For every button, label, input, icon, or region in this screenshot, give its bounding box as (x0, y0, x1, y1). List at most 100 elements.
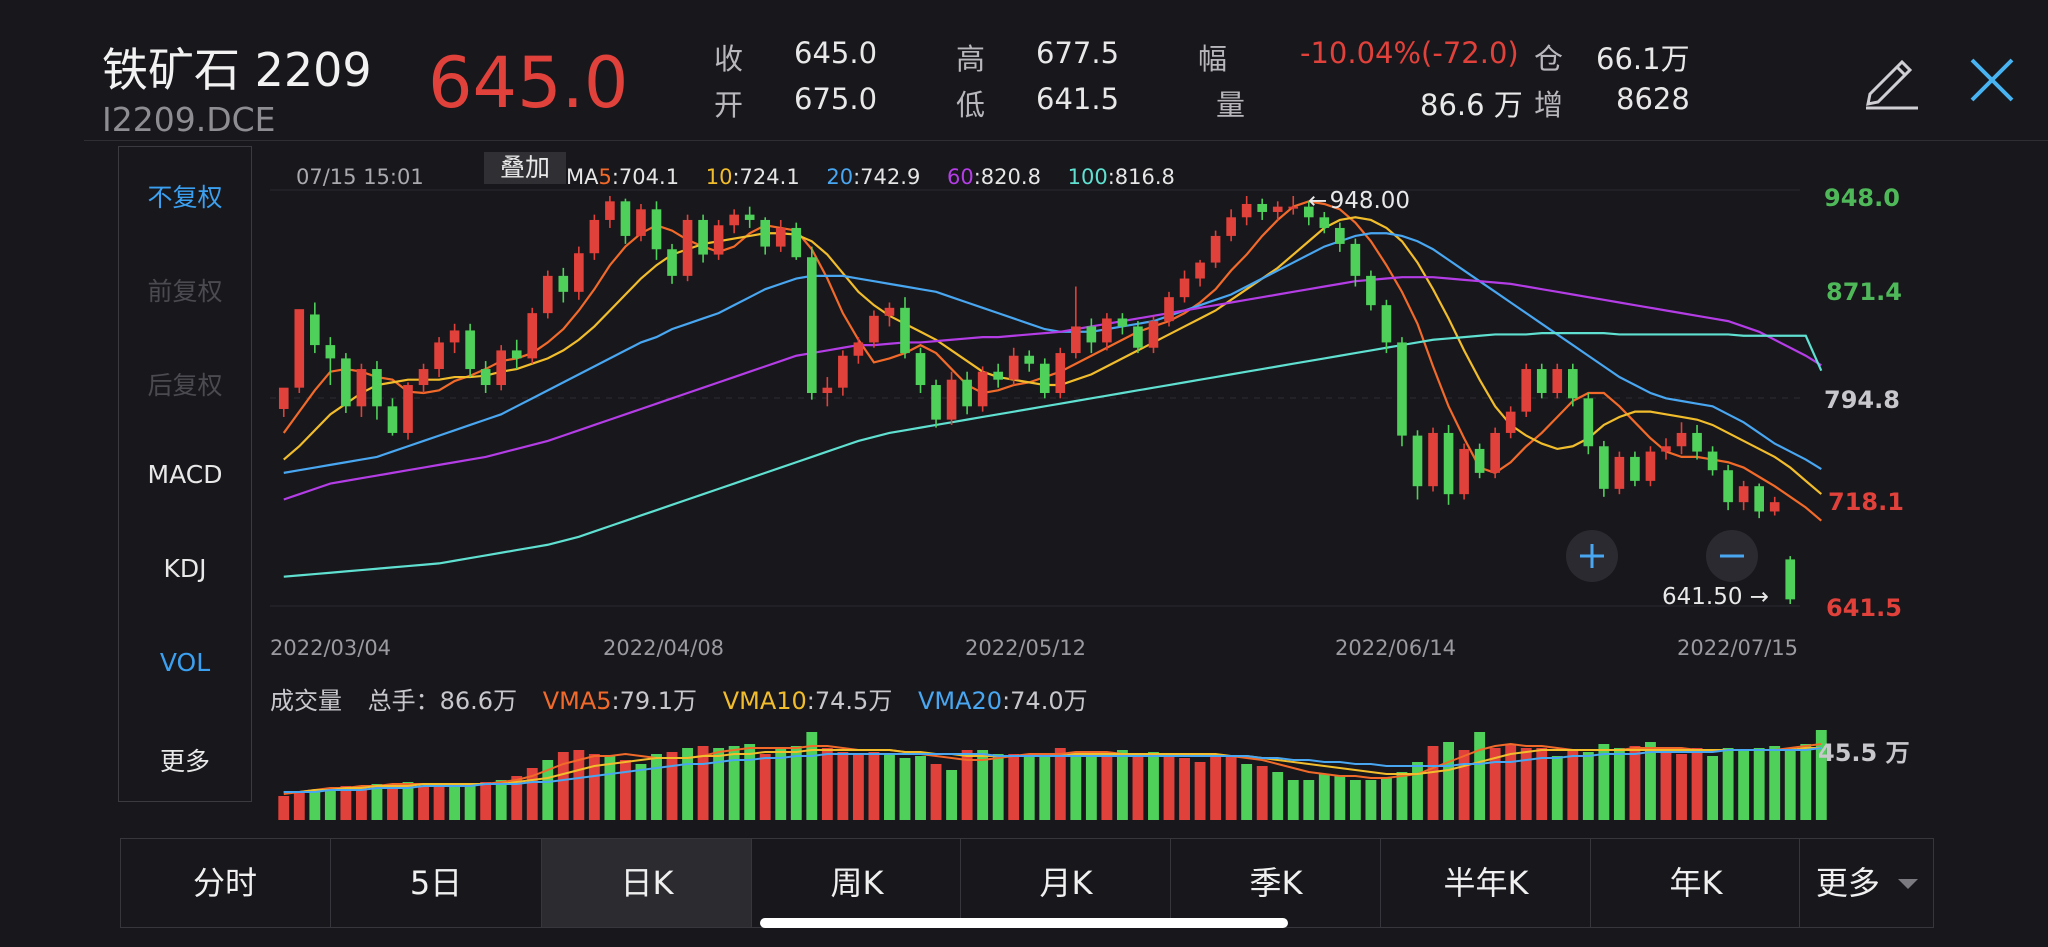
period-divider (1590, 839, 1591, 927)
volume-bar (1412, 762, 1423, 820)
candle-body (558, 275, 569, 292)
volume-bars (278, 730, 1827, 820)
candle-body (1599, 446, 1609, 489)
volume-bar (573, 750, 585, 820)
sidebar-item-backward-adjust[interactable]: 后复权 (147, 371, 223, 400)
candle-body (480, 369, 491, 386)
volume-bar (1225, 756, 1237, 820)
tab-intraday[interactable]: 分时 (192, 864, 257, 902)
volume-bar (1101, 756, 1113, 820)
volume-bar (1303, 780, 1315, 820)
candle-body (1179, 278, 1190, 298)
volume-bar (588, 754, 600, 820)
volume-bar (744, 744, 756, 820)
tab-daily-k[interactable]: 日K (542, 839, 752, 927)
zoom-in-button[interactable] (1566, 530, 1618, 582)
candle-body (418, 369, 429, 386)
candle-body (1428, 432, 1438, 487)
contract-code: I2209.DCE (102, 100, 276, 139)
candle-body (403, 385, 413, 433)
volume-bar (1784, 748, 1796, 820)
ma-line-ma5 (282, 200, 1823, 522)
volume-bar (340, 786, 352, 820)
sidebar-item-macd[interactable]: MACD (147, 460, 223, 489)
candle-body (1055, 353, 1066, 394)
tab-quarterly-k[interactable]: 季K (1249, 864, 1303, 902)
candle-body (278, 387, 289, 409)
ma-lines (282, 200, 1823, 578)
candle-body (1148, 321, 1159, 348)
tab-5day[interactable]: 5日 (409, 864, 463, 902)
candle-body (775, 227, 786, 247)
quote-label-volume: 量 (1216, 88, 1246, 122)
volume-bar (697, 746, 709, 820)
volume-bar (852, 754, 864, 820)
volume-bar (899, 758, 911, 820)
close-icon[interactable] (1962, 50, 2022, 110)
kline-chart[interactable]: 07/15 15:01 MA5:704.1 10:724.1 20:742.9 … (0, 0, 2048, 830)
volume-bar (759, 754, 771, 820)
quote-value-open-interest: 66.1万 (1596, 42, 1690, 76)
candle-body (993, 371, 1003, 380)
candle-body (1567, 369, 1578, 399)
volume-bar (682, 748, 693, 820)
quote-value-change: -10.04%(-72.0) (1300, 36, 1519, 70)
volume-bar (1520, 748, 1532, 820)
volume-bar (1753, 748, 1765, 820)
price-axis-label-3: 794.8 (1824, 386, 1900, 414)
tab-halfyear-k[interactable]: 半年K (1443, 864, 1529, 902)
sidebar-item-forward-adjust[interactable]: 前复权 (147, 277, 223, 306)
volume-bar (1148, 752, 1159, 820)
volume-bar (1085, 754, 1097, 820)
ma-line-ma20 (283, 232, 1822, 474)
volume-bar (666, 752, 678, 820)
candle-body (946, 379, 957, 420)
volume-bar (1023, 754, 1035, 820)
candle-body (791, 227, 802, 258)
volume-bar (1458, 750, 1470, 820)
min-price-marker: 641.50 → (1662, 584, 1769, 610)
indicator-sidebar (118, 146, 252, 802)
quote-value-open: 675.0 (794, 82, 878, 116)
candle-body (1443, 432, 1454, 495)
quote-label-increase: 增 (1534, 88, 1564, 122)
tab-yearly-k[interactable]: 年K (1669, 864, 1723, 902)
volume-bar (1070, 752, 1082, 820)
sidebar-item-no-adjust[interactable]: 不复权 (147, 183, 223, 212)
quote-label-close: 收 (714, 42, 744, 76)
candle-body (853, 342, 864, 356)
overlay-button[interactable]: 叠加 (484, 152, 566, 184)
ma-line-ma100 (283, 332, 1823, 578)
candle-body (1241, 203, 1252, 218)
candle-body (1303, 206, 1314, 218)
candle-body (527, 313, 538, 359)
date-label-1: 2022/03/04 (270, 636, 391, 660)
candle-body (931, 385, 941, 420)
plus-icon (1580, 544, 1604, 568)
sidebar-item-more[interactable]: 更多 (159, 747, 210, 776)
candle-body (1630, 456, 1640, 481)
price-axis-label-4: 718.1 (1828, 488, 1904, 516)
tab-more[interactable]: 更多 (1800, 839, 1934, 927)
candle-body (884, 307, 895, 316)
candle-body (372, 369, 382, 407)
volume-bar (930, 764, 942, 820)
candle-body (822, 387, 833, 394)
volume-bar (1256, 766, 1268, 820)
zoom-out-button[interactable] (1706, 530, 1758, 582)
volume-bar (651, 754, 662, 820)
period-divider (1170, 839, 1171, 927)
candle-body (1350, 243, 1361, 276)
tab-monthly-k[interactable]: 月K (1039, 864, 1093, 902)
candle-body (1397, 342, 1407, 436)
pencil-icon[interactable] (1862, 50, 1922, 110)
candle-body (1039, 363, 1050, 394)
volume-bar (1613, 748, 1625, 820)
sidebar-item-kdj[interactable]: KDJ (163, 554, 207, 583)
period-divider (541, 839, 542, 927)
sidebar-item-vol[interactable]: VOL (159, 648, 211, 677)
volume-bar (868, 752, 880, 820)
tab-weekly-k[interactable]: 周K (830, 864, 884, 902)
volume-bar (526, 768, 538, 820)
candle-body (1164, 297, 1174, 322)
